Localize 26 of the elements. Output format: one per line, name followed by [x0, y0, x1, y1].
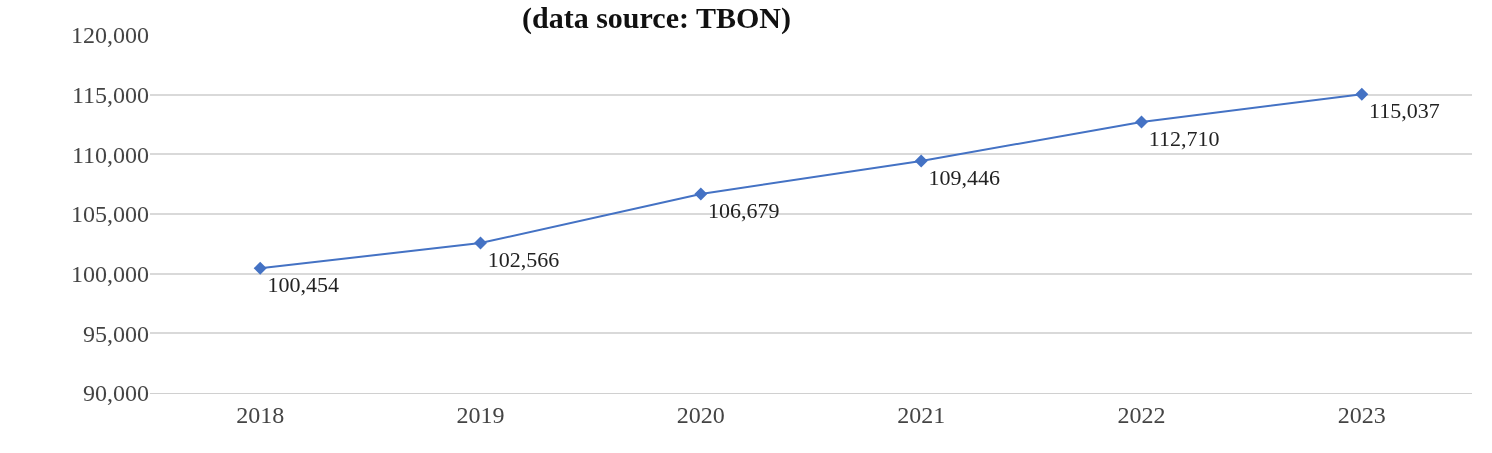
data-label: 106,679 [708, 197, 780, 223]
y-tick-label: 105,000 [71, 201, 149, 228]
data-label: 100,454 [267, 272, 339, 297]
point [1355, 87, 1369, 101]
chart-title: (data source: TBON) [522, 0, 791, 35]
point [474, 236, 487, 250]
data-label: 112,710 [1148, 125, 1220, 151]
point [253, 261, 267, 275]
point [694, 187, 708, 201]
y-tick-label: 115,000 [71, 82, 149, 109]
y-tick-label: 110,000 [71, 141, 149, 168]
x-tick-label: 2018 [236, 401, 285, 428]
x-tick-label: 2021 [897, 401, 946, 428]
y-tick-label: 95,000 [83, 320, 149, 347]
y-tick-label: 90,000 [83, 380, 149, 407]
x-tick-label: 2023 [1337, 401, 1386, 428]
data-label: 109,446 [928, 164, 1000, 190]
y-tick-label: 120,000 [71, 22, 149, 49]
point [914, 154, 928, 168]
x-tick-label: 2020 [676, 401, 725, 428]
data-label: 115,037 [1369, 97, 1440, 123]
x-tick-label: 2019 [456, 401, 505, 428]
y-tick-label: 100,000 [71, 261, 149, 288]
data-label: 102,566 [487, 246, 560, 272]
point [1135, 115, 1148, 129]
x-tick-label: 2022 [1117, 401, 1166, 428]
